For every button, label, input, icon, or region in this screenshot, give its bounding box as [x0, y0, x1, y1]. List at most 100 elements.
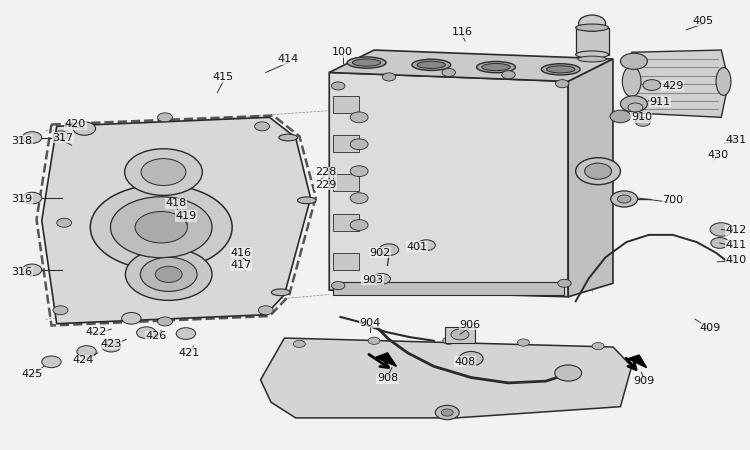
Circle shape: [158, 317, 172, 326]
Circle shape: [176, 328, 196, 339]
Ellipse shape: [542, 64, 580, 75]
Text: 401: 401: [406, 242, 428, 252]
Ellipse shape: [482, 63, 510, 71]
Circle shape: [584, 163, 611, 179]
Circle shape: [518, 339, 530, 346]
Circle shape: [57, 218, 72, 227]
Text: 411: 411: [726, 240, 747, 250]
Text: 316: 316: [11, 267, 32, 277]
Circle shape: [711, 238, 729, 248]
Circle shape: [710, 223, 733, 236]
Circle shape: [620, 53, 647, 69]
Text: 414: 414: [278, 54, 298, 64]
Circle shape: [42, 356, 62, 368]
Text: 429: 429: [662, 81, 683, 91]
Text: 421: 421: [178, 348, 200, 358]
Polygon shape: [42, 117, 310, 324]
Circle shape: [628, 103, 643, 112]
Polygon shape: [376, 353, 397, 366]
Circle shape: [332, 82, 345, 90]
Circle shape: [332, 282, 345, 290]
Circle shape: [441, 409, 453, 416]
Text: 423: 423: [100, 339, 122, 349]
Circle shape: [592, 342, 604, 350]
Circle shape: [417, 240, 435, 251]
Circle shape: [368, 337, 380, 344]
Circle shape: [350, 112, 368, 123]
Circle shape: [101, 340, 121, 352]
Text: 906: 906: [459, 320, 480, 329]
Circle shape: [158, 113, 172, 122]
Circle shape: [53, 131, 68, 140]
Circle shape: [22, 132, 42, 144]
Text: 426: 426: [146, 331, 166, 341]
Ellipse shape: [412, 59, 451, 71]
Text: 405: 405: [692, 16, 713, 26]
Text: 408: 408: [454, 357, 476, 367]
Polygon shape: [632, 50, 729, 117]
Circle shape: [576, 158, 620, 184]
Circle shape: [110, 197, 212, 258]
Circle shape: [502, 71, 515, 79]
Circle shape: [579, 15, 605, 31]
Circle shape: [254, 122, 269, 131]
Ellipse shape: [476, 62, 515, 73]
Ellipse shape: [576, 24, 608, 31]
Circle shape: [136, 327, 156, 338]
Circle shape: [635, 117, 650, 126]
Text: 100: 100: [332, 47, 353, 57]
Ellipse shape: [622, 66, 641, 97]
Text: 228: 228: [315, 167, 336, 177]
Circle shape: [610, 191, 638, 207]
Ellipse shape: [298, 197, 316, 204]
Bar: [333, 174, 359, 191]
Circle shape: [141, 158, 186, 185]
Bar: [333, 135, 359, 152]
Text: 430: 430: [707, 150, 728, 161]
Ellipse shape: [352, 59, 381, 66]
Ellipse shape: [716, 68, 731, 95]
Polygon shape: [260, 338, 632, 418]
Circle shape: [442, 68, 455, 76]
Circle shape: [293, 340, 305, 347]
Ellipse shape: [417, 61, 446, 68]
Circle shape: [140, 257, 197, 292]
Circle shape: [125, 248, 212, 300]
Ellipse shape: [547, 66, 575, 73]
Polygon shape: [628, 355, 646, 368]
Text: 431: 431: [726, 135, 747, 145]
Text: 909: 909: [634, 376, 655, 386]
Text: 420: 420: [64, 119, 86, 129]
Circle shape: [22, 192, 42, 204]
Circle shape: [442, 337, 454, 344]
Text: 318: 318: [11, 135, 32, 146]
Text: 418: 418: [166, 198, 187, 208]
Circle shape: [73, 122, 95, 135]
Circle shape: [90, 184, 232, 270]
Circle shape: [373, 274, 391, 284]
Circle shape: [558, 279, 572, 288]
Circle shape: [350, 220, 368, 230]
Text: 317: 317: [52, 132, 74, 143]
Text: 415: 415: [213, 72, 234, 82]
Circle shape: [459, 351, 483, 366]
Polygon shape: [329, 50, 613, 81]
Text: 902: 902: [370, 248, 391, 258]
Circle shape: [350, 193, 368, 203]
Text: 319: 319: [11, 194, 32, 204]
Text: 424: 424: [72, 356, 94, 365]
Text: 700: 700: [662, 195, 683, 205]
Circle shape: [124, 149, 202, 195]
Circle shape: [380, 244, 399, 256]
Polygon shape: [568, 59, 613, 297]
Ellipse shape: [347, 57, 386, 68]
Circle shape: [617, 195, 631, 203]
Circle shape: [350, 139, 368, 150]
Text: 910: 910: [631, 112, 652, 122]
Bar: [333, 282, 565, 295]
Circle shape: [155, 266, 182, 283]
Circle shape: [620, 96, 647, 112]
Bar: [333, 253, 359, 270]
Circle shape: [135, 212, 188, 243]
Text: 409: 409: [700, 323, 721, 333]
